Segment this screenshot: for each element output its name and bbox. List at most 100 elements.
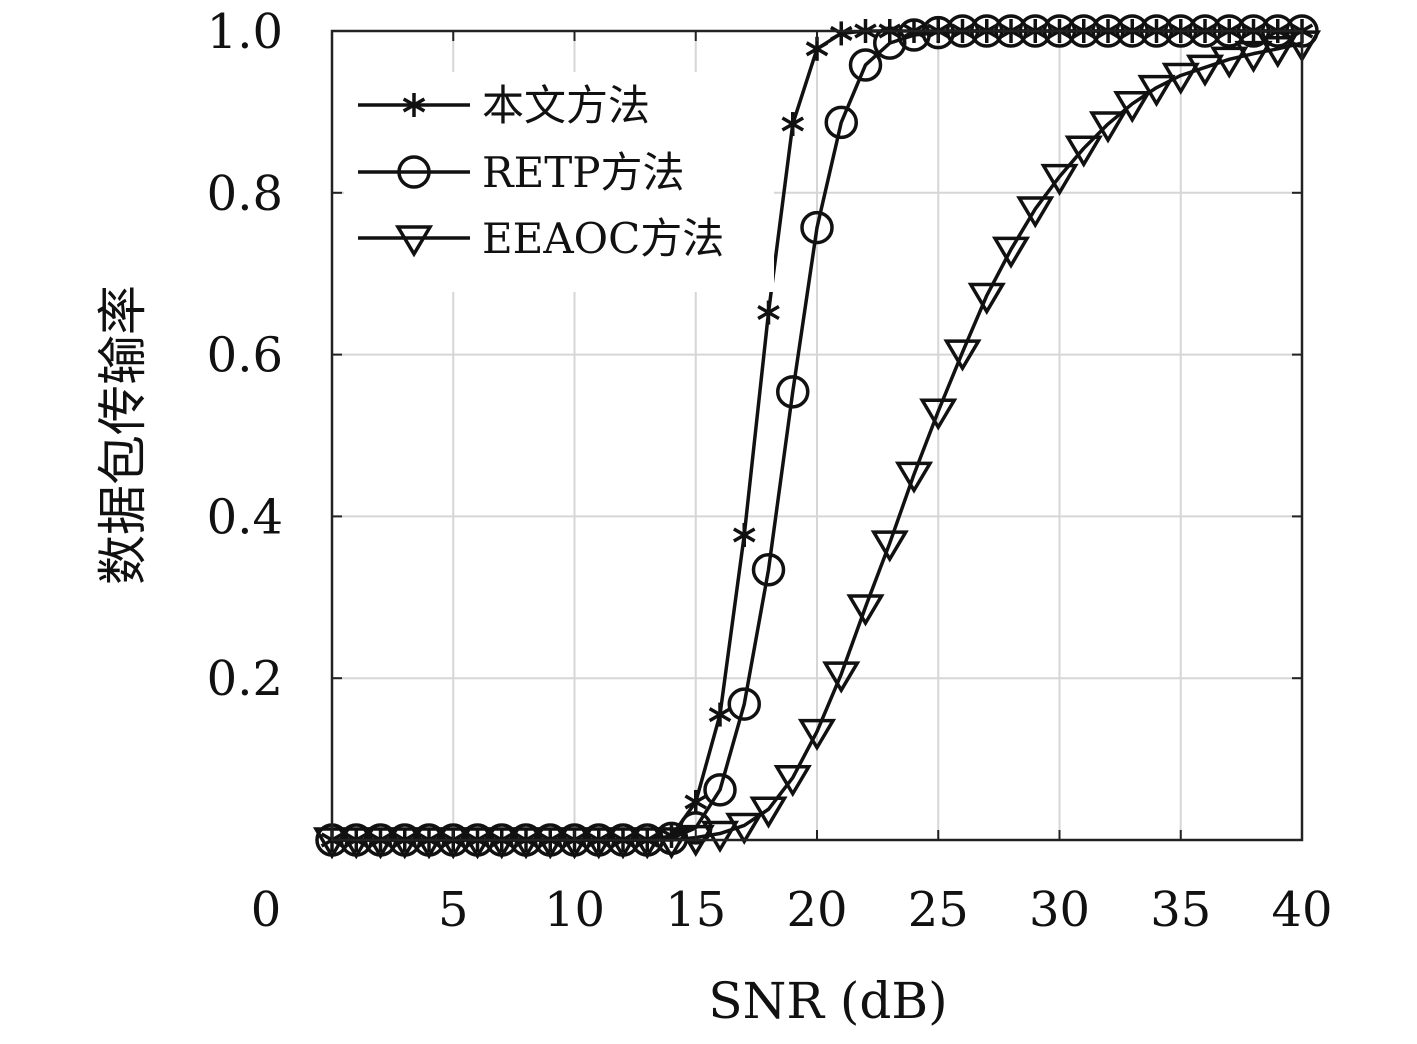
circle-marker	[703, 773, 737, 807]
asterisk-marker	[781, 112, 805, 137]
marker-stroke	[781, 116, 805, 132]
marker-triangle	[1113, 91, 1152, 124]
triangle-down-marker	[1016, 196, 1055, 229]
y-tick-label: 1.0	[207, 4, 283, 60]
marker-triangle	[725, 812, 764, 845]
legend: 本文方法 RETP方法 EEAOC方法	[344, 72, 774, 292]
triangle-down-marker	[919, 398, 958, 431]
marker-triangle	[773, 764, 812, 798]
x-tick-label: 25	[908, 882, 969, 938]
triangle-down-marker	[773, 764, 812, 798]
triangle-down-marker	[894, 461, 934, 494]
marker-triangle	[894, 461, 934, 494]
circle-marker	[776, 375, 810, 409]
triangle-down-marker	[394, 225, 434, 258]
marker-triangle	[1040, 163, 1079, 197]
x-tick-label: 10	[544, 882, 605, 938]
marker-triangle	[1161, 62, 1200, 95]
marker-stroke	[805, 41, 829, 57]
triangle-down-marker	[1040, 163, 1079, 197]
asterisk-marker	[757, 300, 780, 325]
x-tick-label: 15	[665, 882, 726, 938]
circle-marker	[848, 48, 883, 82]
marker-triangle	[943, 339, 982, 372]
circle-marker	[824, 105, 858, 140]
marker-triangle	[797, 718, 837, 752]
marker-triangle	[394, 225, 434, 258]
marker-triangle	[967, 282, 1006, 315]
marker-triangle	[1185, 54, 1225, 87]
triangle-down-marker	[797, 718, 837, 752]
y-tick-label: 0.8	[207, 166, 283, 222]
y-tick-label: 0.4	[207, 489, 283, 545]
triangle-down-marker	[846, 594, 885, 627]
marker-triangle	[1088, 111, 1128, 144]
marker-circle	[776, 375, 810, 409]
x-tick-label: 30	[1029, 882, 1090, 938]
triangle-down-marker	[822, 661, 861, 694]
circle-marker	[397, 155, 431, 189]
marker-circle	[397, 155, 431, 189]
triangle-down-marker	[943, 339, 982, 372]
marker-circle	[727, 687, 761, 721]
legend-label: EEAOC方法	[482, 214, 724, 263]
y-tick-label: 0.2	[207, 651, 283, 707]
triangle-down-marker	[1064, 135, 1103, 168]
triangle-down-marker	[725, 812, 764, 845]
triangle-down-marker	[1137, 74, 1176, 108]
marker-triangle	[749, 796, 788, 829]
marker-triangle	[846, 594, 885, 627]
circle-marker	[800, 210, 834, 245]
asterisk-marker	[829, 21, 853, 46]
marker-stroke	[708, 707, 732, 723]
marker-stroke	[757, 305, 780, 321]
marker-triangle	[919, 398, 958, 431]
triangle-down-marker	[1185, 54, 1225, 87]
x-tick-label: 35	[1150, 882, 1211, 938]
marker-triangle	[1210, 46, 1249, 79]
x-tick-label: 40	[1271, 882, 1332, 938]
triangle-down-marker	[1161, 62, 1200, 95]
marker-triangle	[1064, 135, 1103, 168]
triangle-down-marker	[1113, 91, 1152, 124]
circle-marker	[751, 553, 786, 587]
legend-item: RETP方法	[358, 148, 685, 197]
triangle-down-marker	[870, 530, 909, 563]
marker-stroke	[402, 97, 426, 113]
marker-circle	[824, 105, 858, 140]
y-tick-label: 0.6	[207, 328, 283, 384]
asterisk-marker	[684, 789, 708, 814]
x-tick-label: 20	[786, 882, 847, 938]
asterisk-marker	[708, 702, 732, 727]
triangle-down-marker	[991, 236, 1031, 269]
marker-triangle	[1137, 74, 1176, 108]
marker-circle	[848, 48, 883, 82]
asterisk-marker	[402, 93, 426, 117]
triangle-down-marker	[1088, 111, 1128, 144]
marker-triangle	[870, 530, 909, 563]
triangle-down-marker	[1210, 46, 1249, 79]
legend-label: RETP方法	[482, 148, 685, 197]
triangle-down-marker	[749, 796, 788, 829]
marker-triangle	[822, 661, 861, 694]
marker-stroke	[684, 794, 708, 810]
marker-stroke	[829, 25, 853, 41]
marker-circle	[800, 210, 834, 245]
circle-marker	[727, 687, 761, 721]
marker-stroke	[732, 527, 756, 543]
legend-item: 本文方法	[358, 81, 650, 130]
marker-circle	[751, 553, 786, 587]
triangle-down-marker	[700, 820, 740, 853]
marker-triangle	[700, 820, 740, 853]
asterisk-marker	[732, 523, 756, 548]
legend-item: EEAOC方法	[358, 214, 724, 263]
ticks: 0 5 10 15 20 25 30 35 40 0.2 0.4 0.6 0.8 1.0	[207, 4, 1333, 938]
x-tick-label: 5	[438, 882, 469, 938]
x-tick-label: 0	[251, 882, 282, 938]
y-axis-title: 数据包传输率	[94, 285, 152, 585]
marker-circle	[703, 773, 737, 807]
marker-triangle	[1016, 196, 1055, 229]
legend-label: 本文方法	[482, 81, 650, 130]
triangle-down-marker	[967, 282, 1006, 315]
